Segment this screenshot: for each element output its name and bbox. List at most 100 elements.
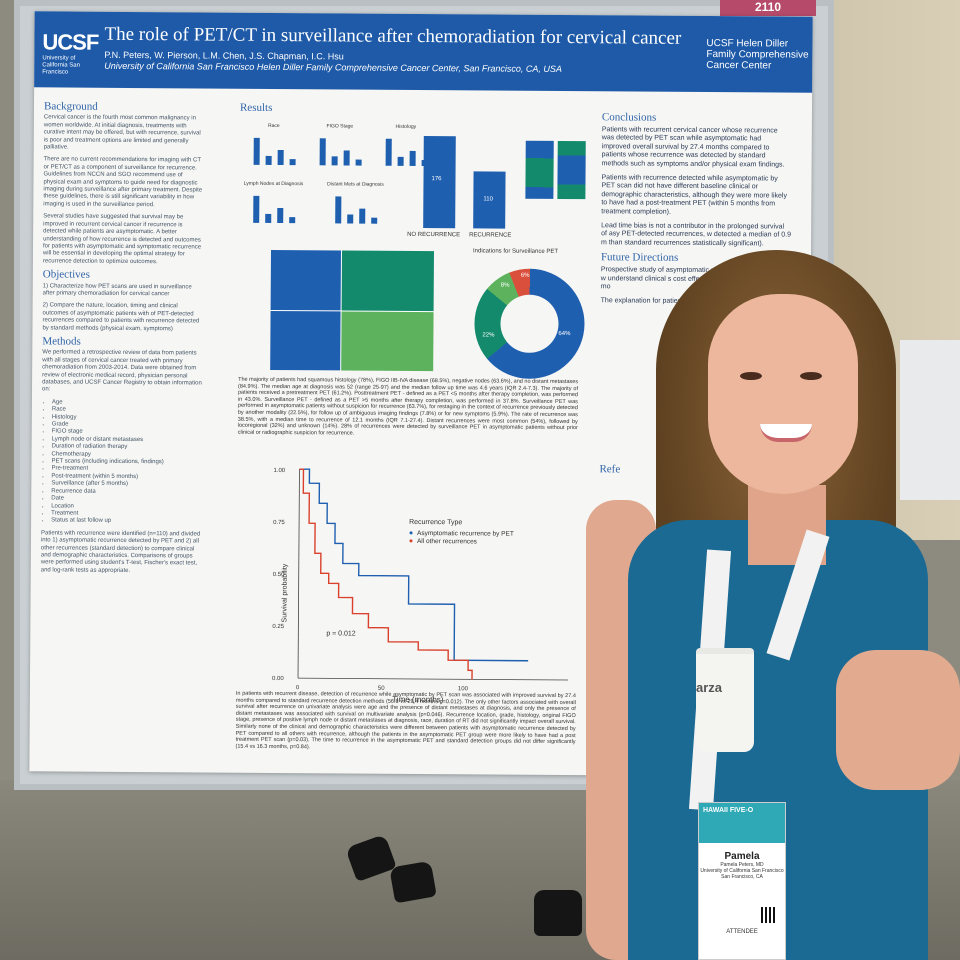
donut-hole xyxy=(500,294,559,353)
km-legend-dot-other xyxy=(409,539,413,543)
km-xtick: 50 xyxy=(378,686,385,692)
km-legend-pet: Asymptomatic recurrence by PET xyxy=(417,530,514,538)
ucsf-logo-subtitle: University of California San Francisco xyxy=(42,55,80,76)
background-booth-sign xyxy=(900,340,960,500)
background-para-3: Several studies have suggested that surv… xyxy=(42,213,202,265)
km-ytick: 0.50 xyxy=(273,572,285,578)
badge-qr-code xyxy=(761,907,777,923)
mini-chart-bar xyxy=(253,195,260,223)
km-legend-dot-pet xyxy=(409,531,413,535)
background-para-2: There are no current recommendations for… xyxy=(43,156,203,209)
cancer-center-logo: UCSF Helen Diller Family Comprehensive C… xyxy=(706,37,809,72)
methods-list-item: Status at last follow up xyxy=(51,518,201,526)
methods-text: We performed a retrospective review of d… xyxy=(41,349,202,393)
km-ytick: 0.00 xyxy=(272,676,284,682)
presenter: arza HAWAII FIVE-O Pamela Pamela Peters,… xyxy=(586,250,960,960)
presenter-smile xyxy=(760,424,812,442)
km-ytick: 0.25 xyxy=(272,624,284,630)
km-legend-other: All other recurrences xyxy=(417,538,478,545)
kaplan-meier-plot: 1.00 0.75 0.50 0.25 0.00 0 50 100 Time (… xyxy=(272,468,569,704)
bar-no-recurrence-value: 176 xyxy=(431,176,442,183)
presenter-right-hand xyxy=(836,650,960,790)
mini-chart-bar xyxy=(319,138,326,166)
donut-title: Indications for Surveillance PET xyxy=(472,248,559,255)
mini-chart-bar xyxy=(343,150,350,166)
mini-chart-title: FIGO Stage xyxy=(326,123,354,130)
mini-chart-bar xyxy=(331,156,338,166)
mini-chart: FIGO Stage xyxy=(310,123,370,173)
presenter-face xyxy=(708,294,858,494)
pet-usage-treemap xyxy=(270,249,434,372)
ucsf-logo: UCSF xyxy=(42,29,99,55)
km-legend-title: Recurrence Type xyxy=(409,519,462,526)
bar-no-recurrence-label: NO RECURRENCE xyxy=(407,231,461,239)
mini-chart-bar xyxy=(335,196,342,224)
stacked-bar-1 xyxy=(525,140,554,199)
methods-list: AgeRaceHistologyGradeFIGO stageLymph nod… xyxy=(41,399,202,526)
poster-authors: P.N. Peters, W. Pierson, L.M. Chen, J.S.… xyxy=(104,50,562,75)
mini-chart: Distant Mets at Diagnosis xyxy=(325,181,385,231)
shoe-other-person xyxy=(534,890,582,936)
km-curve-other xyxy=(299,468,473,680)
mini-chart-title: Race xyxy=(268,122,280,130)
donut-label-ambiguous: 8% xyxy=(500,282,510,289)
background-para-1: Cervical cancer is the fourth most commo… xyxy=(43,114,201,151)
mini-chart-title: Histology xyxy=(395,123,417,130)
pet-indications-donut: 64% 22% 8% 6% xyxy=(474,268,585,380)
mini-chart-bar xyxy=(289,217,296,224)
mini-chart-bar xyxy=(347,214,354,224)
badge-role: ATTENDEE xyxy=(726,929,758,935)
bar-recurrence-value: 110 xyxy=(483,196,493,203)
treemap-cell xyxy=(341,310,434,372)
mini-chart-bar xyxy=(355,159,362,166)
mini-chart-title: Distant Mets at Diagnosis xyxy=(327,181,384,188)
mini-chart-bar xyxy=(277,207,284,224)
results-heading: Results xyxy=(239,101,273,114)
mini-chart-bar xyxy=(371,217,378,224)
treemap-cell xyxy=(270,249,342,310)
conclusion-1: Patients with recurrent cervical cancer … xyxy=(601,125,785,169)
mini-chart-bar xyxy=(265,213,272,223)
mini-chart-bar xyxy=(397,156,404,166)
badge-event: HAWAII FIVE-O xyxy=(699,803,785,843)
badge-city: San Francisco, CA xyxy=(721,874,763,880)
mini-chart-bar xyxy=(385,138,392,166)
donut-label-asymptomatic: 64% xyxy=(558,330,571,338)
background-heading: Background xyxy=(43,100,98,113)
mini-chart-bar xyxy=(265,155,272,165)
bar-recurrence-label: RECURRENCE xyxy=(469,232,512,239)
km-xtick: 0 xyxy=(296,685,300,691)
stacked-bar-2 xyxy=(557,140,586,200)
poster-title: The role of PET/CT in surveillance after… xyxy=(104,23,682,49)
methods-heading: Methods xyxy=(42,335,81,348)
treemap-cell xyxy=(341,250,434,311)
affiliation-line: University of California San Francisco H… xyxy=(104,60,562,74)
presenter-eye-left xyxy=(740,372,762,380)
mini-chart-bar xyxy=(277,149,284,166)
methods-tail: Patients with recurrence were identified… xyxy=(40,530,201,574)
results-paragraph: The majority of patients had squamous hi… xyxy=(237,376,579,437)
objective-1: 1) Characterize how PET scans are used i… xyxy=(42,282,192,298)
conclusions-heading: Conclusions xyxy=(601,111,657,124)
mini-chart-bar xyxy=(359,208,366,224)
km-x-axis xyxy=(298,677,569,681)
donut-label-restaging: 22% xyxy=(482,332,495,339)
mini-chart-title: Lymph Nodes at Diagnosis xyxy=(243,180,304,188)
name-badge: HAWAII FIVE-O Pamela Pamela Peters, MD U… xyxy=(698,802,786,960)
mini-chart-bar xyxy=(253,137,260,165)
mini-chart-bar xyxy=(409,150,416,166)
km-ytick: 1.00 xyxy=(273,468,285,474)
results-paragraph-2: In patients with recurrent disease, dete… xyxy=(235,690,576,750)
km-y-axis xyxy=(297,469,300,679)
poster-number-tag: 2110 xyxy=(720,0,816,16)
km-curve-pet xyxy=(299,468,529,662)
paper-cup: arza xyxy=(696,648,754,752)
km-xtick: 100 xyxy=(458,686,469,692)
conclusion-3: Lead time bias is not a contributor in t… xyxy=(601,221,792,248)
objective-2: 2) Compare the nature, location, timing … xyxy=(42,302,200,332)
results-column: Results xyxy=(240,99,580,119)
km-p-value: p = 0.012 xyxy=(326,630,356,637)
donut-label-symptoms: 6% xyxy=(520,272,530,279)
shoe-left xyxy=(345,833,397,883)
